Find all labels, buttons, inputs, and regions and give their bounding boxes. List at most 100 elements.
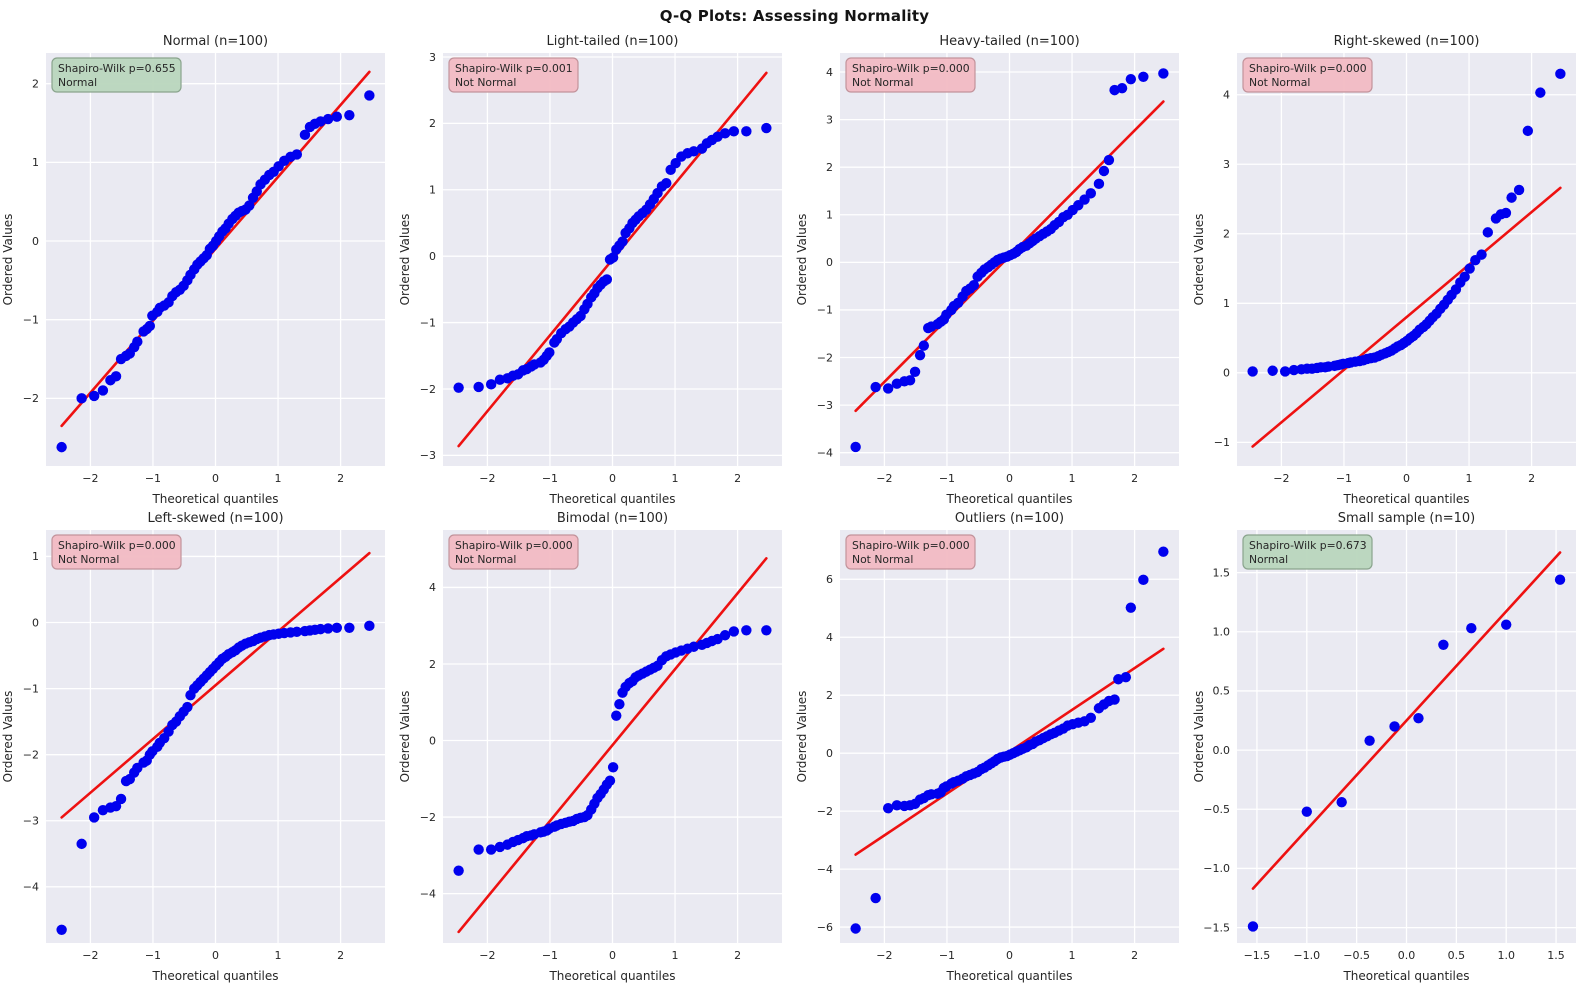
tick-labels: −2 −1 0 1 2 −6 −4 −2 0 2 4 6: [817, 573, 1138, 962]
annotation-pvalue: Shapiro-Wilk p=0.000: [852, 62, 970, 75]
x-tick-label: 2: [337, 949, 344, 962]
tick-labels: −2 −1 0 1 2 −4 −3 −2 −1 0 1: [23, 550, 344, 962]
x-tick-label: −1: [542, 472, 558, 485]
data-point: [76, 393, 87, 404]
subplot-title: Light-tailed (n=100): [547, 34, 679, 49]
y-tick-label: 0: [32, 235, 39, 248]
data-point: [1301, 806, 1312, 817]
x-axis-label: Theoretical quantiles: [1342, 969, 1469, 983]
y-tick-label: −2: [420, 383, 436, 396]
data-point: [1109, 694, 1120, 705]
data-point: [1336, 796, 1347, 808]
data-point: [761, 625, 772, 636]
data-point: [1093, 178, 1105, 190]
y-tick-label: 6: [826, 573, 833, 586]
data-point: [761, 122, 772, 134]
data-point: [88, 812, 100, 823]
data-point: [741, 126, 752, 137]
subplot-title: Bimodal (n=100): [557, 511, 668, 526]
data-point: [485, 844, 497, 855]
x-tick-label: −2: [876, 472, 892, 485]
qq-plot-svg: −2 −1 0 1 2 −4 −2 0 2 4 Bimodal (n=100) Theoretical…: [398, 511, 782, 983]
x-tick-label: 0: [1006, 472, 1013, 485]
qq-plot-right-skewed: −2 −1 0 1 2 −1 0 1 2 3 4 Right-skewed (n=100) Theore…: [1191, 31, 1588, 508]
data-point: [1125, 73, 1137, 85]
y-tick-label: −1: [420, 316, 436, 329]
subplot-title: Outliers (n=100): [955, 511, 1064, 526]
data-point: [870, 381, 881, 393]
x-tick-label: 2: [1528, 472, 1535, 485]
x-tick-label: 0: [212, 949, 219, 962]
y-tick-label: 1: [32, 156, 39, 169]
data-point: [918, 340, 930, 351]
data-point: [891, 800, 903, 811]
y-tick-label: 1: [32, 550, 39, 563]
subplot-title: Small sample (n=10): [1338, 511, 1475, 526]
data-point: [1085, 712, 1097, 724]
y-axis-label: Ordered Values: [795, 214, 809, 306]
y-tick-label: −0.5: [1203, 803, 1230, 816]
data-point: [1138, 574, 1149, 586]
y-tick-label: 2: [826, 161, 833, 174]
data-point: [968, 279, 980, 291]
y-tick-label: 3: [826, 113, 833, 126]
qq-plot-small-sample: −1.5 −1.0 −0.5 0.0 0.5 1.0 1.5 −1.5 −1.0 −0.5 0.0 0…: [1191, 508, 1588, 985]
y-tick-label: 3: [1223, 158, 1230, 171]
data-point: [1535, 87, 1546, 98]
y-tick-label: 4: [826, 66, 833, 79]
grid-lines: [46, 53, 385, 466]
plot-grid: −2 −1 0 1 2 −2 −1 0 1 2 Normal (n=100) Theoretical …: [0, 31, 1588, 985]
data-point: [1247, 921, 1259, 932]
x-tick-label: −2: [82, 472, 98, 485]
data-point: [364, 620, 375, 632]
x-tick-label: −2: [82, 949, 98, 962]
x-tick-label: 2: [734, 472, 741, 485]
x-tick-label: 1: [672, 472, 679, 485]
tick-labels: −2 −1 0 1 2 −1 0 1 2 3 4: [1214, 89, 1535, 485]
y-tick-label: 4: [1223, 89, 1230, 102]
data-point: [485, 379, 497, 390]
y-tick-label: −6: [817, 921, 833, 934]
tick-labels: −2 −1 0 1 2 −4 −3 −2 −1 0 1 2 3 4: [817, 66, 1138, 485]
qq-plot-svg: −2 −1 0 1 2 −6 −4 −2 0 2 4 6 Outliers (n=100) Theoret…: [795, 511, 1179, 983]
tick-labels: −2 −1 0 1 2 −3 −2 −1 0 1 2 3: [420, 51, 741, 485]
data-point: [882, 803, 894, 814]
annotation-verdict: Normal: [58, 76, 97, 89]
x-tick-label: −0.5: [1343, 949, 1370, 962]
data-point: [611, 710, 622, 721]
qq-plot-svg: −2 −1 0 1 2 −2 −1 0 1 2 Normal (n=100) Theoretical …: [1, 34, 385, 506]
y-tick-label: 0: [826, 256, 833, 269]
data-point: [1413, 712, 1424, 724]
x-tick-label: 2: [337, 472, 344, 485]
data-point: [344, 622, 355, 633]
data-point: [110, 801, 122, 812]
x-tick-label: 1: [1466, 472, 1473, 485]
data-point: [1158, 68, 1169, 79]
data-point: [473, 844, 484, 855]
y-tick-label: 2: [429, 117, 436, 130]
data-point: [719, 128, 731, 139]
y-tick-label: 4: [429, 581, 436, 594]
x-tick-label: 1.5: [1547, 949, 1565, 962]
y-tick-label: 0: [826, 747, 833, 760]
subplot-title: Left-skewed (n=100): [147, 511, 283, 526]
y-tick-label: 1.0: [1213, 626, 1231, 639]
x-tick-label: 1: [1069, 949, 1076, 962]
data-points: [453, 625, 772, 876]
annotation-verdict: Normal: [1249, 553, 1288, 566]
data-points: [1247, 574, 1566, 932]
data-point: [56, 441, 67, 453]
y-tick-label: −4: [817, 446, 833, 459]
data-point: [1125, 602, 1137, 613]
data-point: [1138, 71, 1149, 82]
grid-lines: [1237, 530, 1576, 943]
data-point: [322, 623, 334, 634]
data-point: [1279, 366, 1291, 377]
data-point: [244, 200, 255, 211]
annotation-pvalue: Shapiro-Wilk p=0.673: [1249, 539, 1367, 552]
data-point: [1085, 188, 1097, 199]
data-point: [914, 349, 926, 361]
data-point: [344, 109, 355, 121]
